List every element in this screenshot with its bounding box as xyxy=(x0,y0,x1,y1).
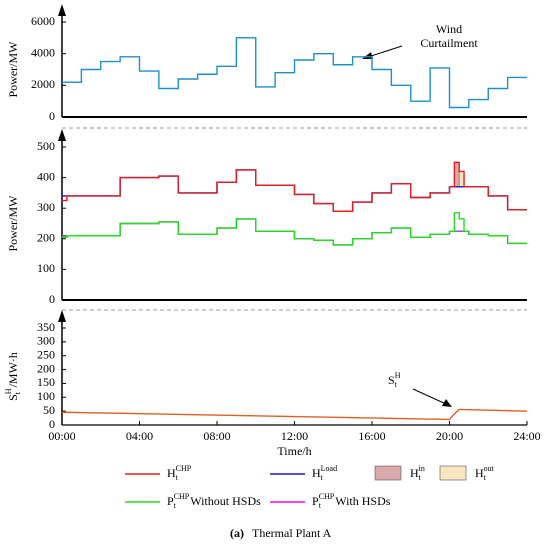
y-label-text: SHt/MW·h xyxy=(4,352,22,401)
series-line xyxy=(62,212,527,246)
y-tick-label: 500 xyxy=(37,139,55,153)
legend-label-sub: t xyxy=(321,473,324,482)
legend-label-sup: CHP xyxy=(174,492,190,501)
annotation-sup: H xyxy=(395,371,401,380)
legend-label-sup: out xyxy=(484,464,495,473)
y-axis-label-text: Power/MW xyxy=(6,195,20,252)
legend-label-text: HCHP t xyxy=(167,464,192,482)
legend-label-suffix: With HSDs xyxy=(335,494,391,508)
y-tick-label: 0 xyxy=(49,417,55,431)
legend-label-suffix: Without HSDs xyxy=(190,494,261,508)
legend-label-text: PCHP t Without HSDs xyxy=(167,492,261,510)
legend-label-text: Hout t xyxy=(475,464,495,482)
annotation-arrowhead xyxy=(442,399,452,407)
x-tick-label: 16:00 xyxy=(358,429,385,443)
x-tick-label: 24:00 xyxy=(513,429,540,443)
y-tick-label: 200 xyxy=(37,231,55,245)
y-axis-label: Power/MW xyxy=(6,41,20,98)
legend-label: Hin t xyxy=(410,464,425,482)
x-axis-label: Time/h xyxy=(277,444,311,458)
caption-label: (a) xyxy=(230,526,244,540)
y-axis-arrow xyxy=(58,310,66,322)
legend-label-main: P xyxy=(312,494,319,508)
y-tick-label: 200 xyxy=(37,361,55,375)
x-tick-label: 04:00 xyxy=(126,429,153,443)
legend-label-sub: t xyxy=(319,501,322,510)
legend-swatch xyxy=(439,465,467,481)
caption: Thermal Plant A xyxy=(252,526,332,540)
y-tick-label: 250 xyxy=(37,347,55,361)
legend-label: HLoad t xyxy=(312,464,337,482)
legend-label: PCHP t Without HSDs xyxy=(167,492,261,510)
annotation-text: SH t xyxy=(388,371,401,389)
stored-heat-bar xyxy=(454,162,460,188)
y-axis-arrow xyxy=(58,129,66,141)
legend-label-sup: in xyxy=(419,464,425,473)
legend-label-text: PCHP t With HSDs xyxy=(312,492,391,510)
y-tick-label: 300 xyxy=(37,334,55,348)
y-tick-label: 50 xyxy=(43,403,55,417)
x-tick-label: 00:00 xyxy=(48,429,75,443)
series-line xyxy=(62,37,527,109)
y-axis-label-text: Power/MW xyxy=(6,41,20,98)
legend-swatch xyxy=(374,465,402,481)
y-axis-label: SHt/MW·h xyxy=(4,352,22,401)
y-tick-label: 2000 xyxy=(31,77,55,91)
y-label: SHt/MW·h xyxy=(4,352,22,401)
y-tick-label: 6000 xyxy=(31,14,55,28)
legend-label: PCHP t With HSDs xyxy=(312,492,391,510)
annotation-sub: t xyxy=(395,380,398,389)
legend-label-sub: t xyxy=(484,473,487,482)
series-line xyxy=(61,408,528,421)
y-axis-label: Power/MW xyxy=(6,195,20,252)
y-tick-label: 400 xyxy=(37,169,55,183)
legend-label-main: P xyxy=(167,494,174,508)
annotation: SH t xyxy=(388,371,401,389)
y-label-suffix: /MW·h xyxy=(6,352,20,387)
stored-heat-bar xyxy=(458,171,465,188)
y-tick-label: 300 xyxy=(37,200,55,214)
legend-label-text: HLoad t xyxy=(312,464,337,482)
y-label-sub: t xyxy=(13,391,22,394)
legend-label-sub: t xyxy=(174,501,177,510)
legend-label: Hout t xyxy=(475,464,495,482)
annotation-arrow xyxy=(412,388,447,405)
legend-label-main: H xyxy=(167,466,176,480)
annotation-main: S xyxy=(388,373,395,387)
y-axis-arrow xyxy=(58,4,66,16)
y-tick-label: 350 xyxy=(37,320,55,334)
series-line xyxy=(62,161,527,212)
y-label-sup: H xyxy=(4,388,13,394)
y-tick-label: 0 xyxy=(49,292,55,306)
legend-label-main: H xyxy=(312,466,321,480)
legend-label-sup: CHP xyxy=(176,464,192,473)
x-tick-label: 20:00 xyxy=(436,429,463,443)
y-tick-label: 4000 xyxy=(31,45,55,59)
legend-label-sup: Load xyxy=(321,464,337,473)
legend-label-main: H xyxy=(410,466,419,480)
y-tick-label: 100 xyxy=(37,261,55,275)
y-tick-label: 0 xyxy=(49,109,55,123)
legend-label-sup: CHP xyxy=(319,492,335,501)
annotation-arrow xyxy=(367,45,403,58)
annotation: Wind xyxy=(436,22,462,36)
annotation: Curtailment xyxy=(420,36,478,50)
legend-label-sub: t xyxy=(419,473,422,482)
legend-label-text: Hin t xyxy=(410,464,425,482)
legend-label: HCHP t xyxy=(167,464,192,482)
x-tick-label: 12:00 xyxy=(281,429,308,443)
legend-label-sub: t xyxy=(176,473,179,482)
y-tick-label: 150 xyxy=(37,375,55,389)
y-label-main: S xyxy=(6,394,20,401)
y-tick-label: 100 xyxy=(37,389,55,403)
x-tick-label: 08:00 xyxy=(203,429,230,443)
legend-label-main: H xyxy=(475,466,484,480)
